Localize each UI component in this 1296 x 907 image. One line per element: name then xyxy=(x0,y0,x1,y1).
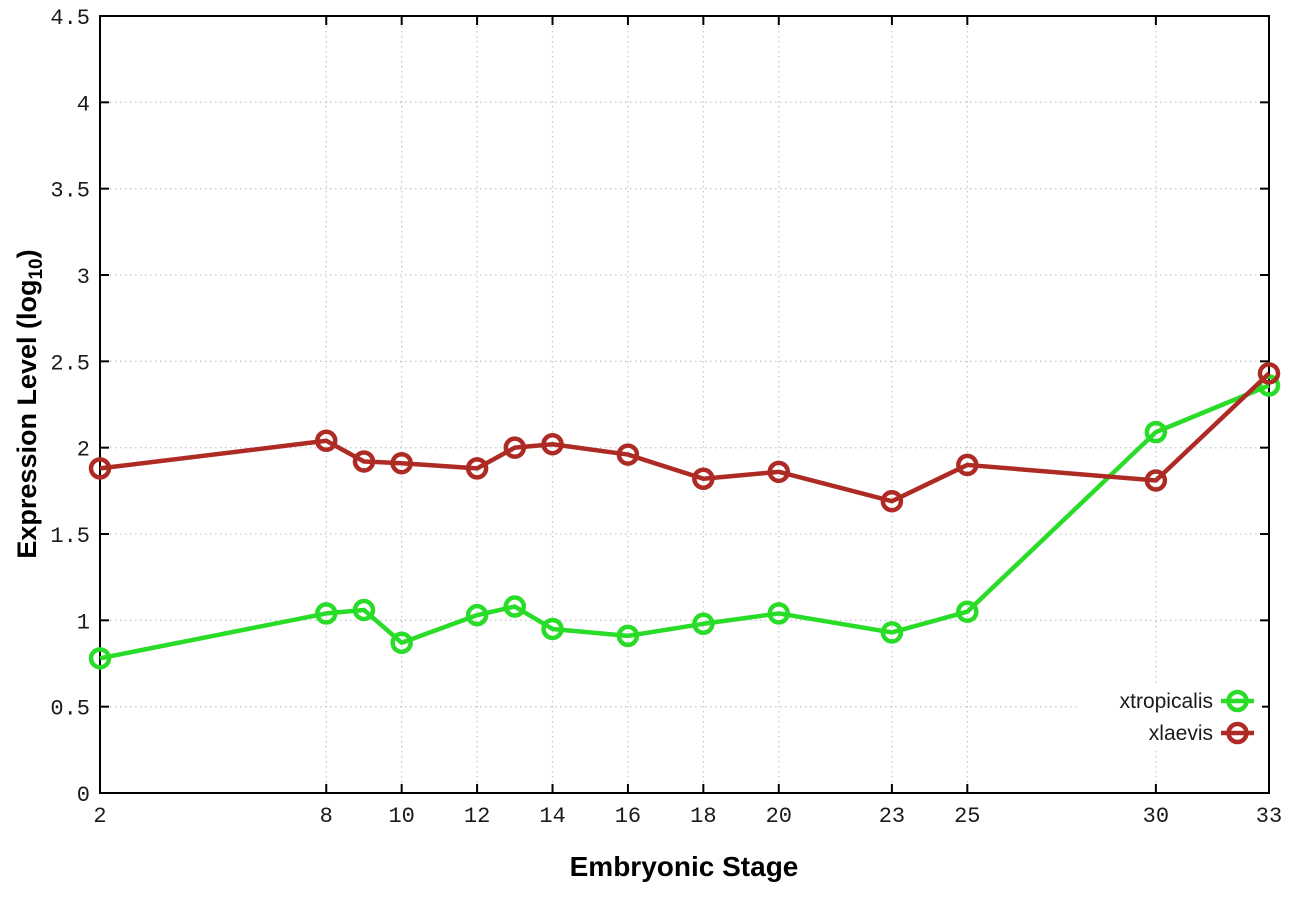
y-axis-title-subscript: 10 xyxy=(26,258,47,280)
data-point-xlaevis xyxy=(390,451,413,475)
y-tick-label-3: 3 xyxy=(77,265,90,290)
data-point-xlaevis xyxy=(616,443,640,466)
data-point-xlaevis xyxy=(956,453,979,477)
data-point-xlaevis xyxy=(541,432,564,456)
data-point-xlaevis xyxy=(88,457,112,480)
series-line-xtropicalis xyxy=(99,383,1270,661)
x-axis-title: Embryonic Stage xyxy=(569,851,799,882)
x-tick-label-23: 23 xyxy=(879,804,905,829)
data-point-xtropicalis xyxy=(880,621,904,644)
y-tick-label-1: 1 xyxy=(77,610,90,635)
data-point-xlaevis xyxy=(692,467,715,490)
data-point-xtropicalis xyxy=(541,617,564,641)
legend-marker-xlaevis xyxy=(1226,721,1249,745)
data-point-xtropicalis xyxy=(616,624,640,648)
x-tick-label-10: 10 xyxy=(388,804,414,829)
y-tick-label-2.5: 2.5 xyxy=(50,351,90,376)
legend-marker-xtropicalis xyxy=(1226,689,1249,713)
legend-label-xtropicalis: xtropicalis xyxy=(1120,690,1213,713)
data-point-xtropicalis xyxy=(352,598,376,622)
y-axis-title-end: ) xyxy=(12,249,42,259)
legend-entry-xlaevis: xlaevis xyxy=(1149,721,1254,745)
data-point-xtropicalis xyxy=(390,631,413,655)
series-line-xlaevis xyxy=(99,371,1271,504)
data-point-xtropicalis xyxy=(315,602,338,625)
data-point-xtropicalis xyxy=(503,595,527,618)
series-xtropicalis xyxy=(88,374,1281,670)
data-point-xlaevis xyxy=(767,460,791,484)
plot-border xyxy=(99,15,1270,794)
tick-marks xyxy=(99,15,1270,794)
data-point-xtropicalis xyxy=(692,612,715,636)
x-tick-label-25: 25 xyxy=(954,804,980,829)
x-tick-label-33: 33 xyxy=(1256,804,1282,829)
y-axis-title: Expression Level (log10) xyxy=(12,249,48,558)
x-tick-label-30: 30 xyxy=(1143,804,1169,829)
x-tick-label-14: 14 xyxy=(539,804,565,829)
data-point-xlaevis xyxy=(315,429,338,453)
data-point-xtropicalis xyxy=(1144,420,1168,444)
x-tick-label-12: 12 xyxy=(464,804,490,829)
data-point-xlaevis xyxy=(1257,362,1281,385)
x-tick-label-8: 8 xyxy=(320,804,333,829)
legend-label-xlaevis: xlaevis xyxy=(1149,722,1213,745)
data-point-xtropicalis xyxy=(88,647,112,670)
data-point-xtropicalis xyxy=(956,600,979,623)
y-tick-label-3.5: 3.5 xyxy=(50,179,90,204)
x-tick-label-2: 2 xyxy=(93,804,106,829)
y-tick-label-1.5: 1.5 xyxy=(50,524,90,549)
y-tick-labels: 0 0.5 1 1.5 2 2.5 3 3.5 4 4.5 xyxy=(50,6,90,808)
y-axis-title-main: Expression Level (log xyxy=(12,279,42,559)
series-xlaevis xyxy=(88,362,1281,513)
y-tick-label-4.5: 4.5 xyxy=(50,6,90,31)
y-tick-label-0.5: 0.5 xyxy=(50,697,90,722)
data-point-xlaevis xyxy=(1144,469,1168,492)
y-tick-label-2: 2 xyxy=(77,438,90,463)
gridlines xyxy=(100,16,1269,793)
data-point-xtropicalis xyxy=(767,602,791,625)
data-point-xlaevis xyxy=(352,450,376,473)
data-point-xlaevis xyxy=(503,436,527,459)
x-tick-label-16: 16 xyxy=(615,804,641,829)
data-point-xlaevis xyxy=(465,457,489,480)
data-point-xtropicalis xyxy=(465,603,489,627)
x-tick-label-20: 20 xyxy=(766,804,792,829)
y-tick-label-4: 4 xyxy=(77,92,90,117)
y-tick-label-0: 0 xyxy=(77,783,90,808)
x-tick-labels: 2 8 10 12 14 16 18 20 23 25 30 33 xyxy=(93,804,1282,829)
legend-entry-xtropicalis: xtropicalis xyxy=(1120,689,1254,713)
legend: xtropicalis xlaevis xyxy=(1076,683,1262,751)
data-point-xlaevis xyxy=(880,489,904,513)
x-tick-label-18: 18 xyxy=(690,804,716,829)
